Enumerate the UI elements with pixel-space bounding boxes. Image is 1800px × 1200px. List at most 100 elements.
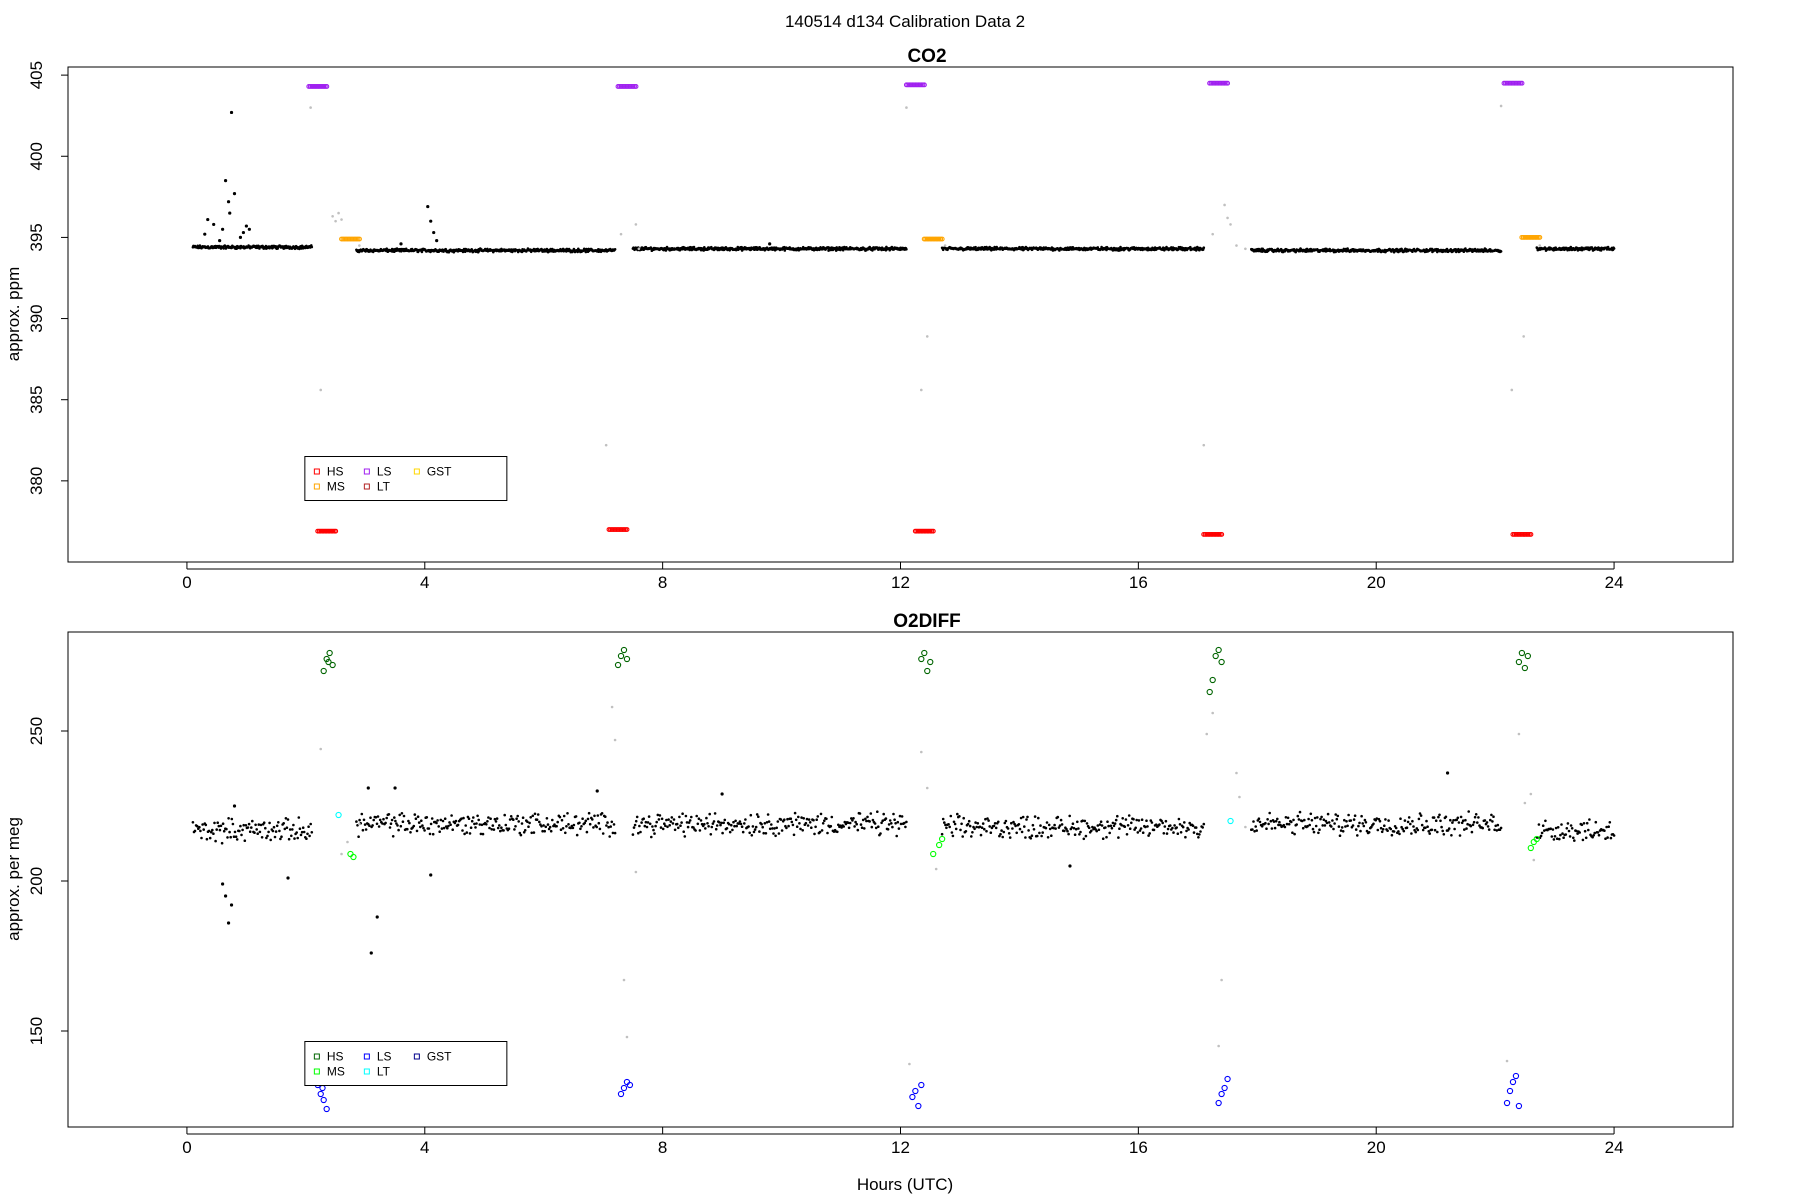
baseline-point bbox=[1551, 828, 1555, 831]
calibration-point-ls bbox=[633, 84, 639, 89]
baseline-point bbox=[983, 827, 986, 831]
legend-swatch bbox=[313, 1068, 320, 1075]
baseline-point bbox=[481, 832, 485, 836]
baseline-point bbox=[467, 817, 471, 820]
baseline-point bbox=[1565, 827, 1569, 830]
baseline-point bbox=[675, 822, 679, 826]
baseline-point bbox=[1023, 825, 1026, 828]
baseline-point bbox=[1343, 818, 1346, 822]
baseline-point bbox=[604, 815, 607, 818]
transition-point bbox=[1532, 858, 1536, 862]
baseline-point bbox=[892, 812, 895, 816]
calibration-point-ls bbox=[1519, 80, 1525, 86]
baseline-point bbox=[1357, 824, 1360, 828]
baseline-point bbox=[1008, 836, 1012, 839]
baseline-point bbox=[251, 819, 254, 823]
baseline-point bbox=[357, 835, 360, 838]
baseline-point bbox=[1145, 819, 1148, 822]
baseline-point bbox=[823, 819, 826, 822]
baseline-point bbox=[538, 820, 541, 824]
baseline-point bbox=[882, 812, 885, 816]
baseline-point bbox=[994, 826, 998, 830]
baseline-point bbox=[297, 816, 301, 819]
baseline-point bbox=[1612, 834, 1616, 837]
baseline-point bbox=[1356, 834, 1359, 837]
baseline-point bbox=[1481, 826, 1484, 830]
baseline-point bbox=[1044, 826, 1048, 830]
calibration-point-ls bbox=[617, 1090, 625, 1098]
baseline-point bbox=[944, 823, 947, 827]
baseline-point bbox=[1499, 826, 1503, 830]
baseline-point bbox=[642, 817, 645, 820]
baseline-point bbox=[671, 822, 675, 825]
baseline-point bbox=[687, 821, 691, 824]
x-tick-label: 12 bbox=[891, 573, 910, 592]
baseline-point bbox=[1296, 814, 1300, 818]
baseline-point bbox=[413, 813, 417, 816]
calibration-point-ls bbox=[1515, 1102, 1523, 1110]
y-tick-label: 395 bbox=[27, 223, 46, 251]
baseline-point bbox=[904, 825, 907, 829]
x-tick-label: 20 bbox=[1367, 1138, 1386, 1157]
transition-point bbox=[340, 218, 343, 221]
baseline-point bbox=[1125, 833, 1129, 836]
baseline-point bbox=[1001, 835, 1004, 839]
baseline-point bbox=[578, 821, 581, 825]
spike-point bbox=[226, 200, 231, 204]
baseline-point bbox=[1605, 825, 1608, 829]
baseline-point bbox=[1018, 827, 1022, 831]
baseline-point bbox=[705, 816, 708, 820]
baseline-point bbox=[1458, 834, 1462, 837]
legend-label: GST bbox=[427, 1050, 452, 1064]
baseline-point bbox=[486, 820, 489, 823]
baseline-point bbox=[735, 824, 738, 828]
baseline-point bbox=[1334, 813, 1337, 816]
baseline-point bbox=[1120, 823, 1123, 827]
calibration-point-ls bbox=[323, 1105, 330, 1113]
baseline-point bbox=[517, 820, 520, 823]
baseline-point bbox=[877, 825, 880, 828]
baseline-point bbox=[1029, 837, 1033, 840]
baseline-point bbox=[1121, 817, 1124, 820]
baseline-point bbox=[1012, 820, 1015, 824]
o2diff-x-axis-label: Hours (UTC) bbox=[857, 1175, 953, 1194]
baseline-point bbox=[1187, 828, 1190, 831]
baseline-point bbox=[1004, 819, 1008, 823]
transition-point bbox=[1235, 244, 1238, 247]
baseline-point bbox=[1091, 825, 1094, 829]
baseline-point bbox=[1285, 822, 1289, 826]
baseline-point bbox=[744, 818, 747, 821]
baseline-point bbox=[979, 833, 983, 837]
baseline-point bbox=[1278, 820, 1281, 824]
baseline-point bbox=[798, 822, 801, 825]
baseline-point bbox=[551, 818, 554, 822]
baseline-point bbox=[1095, 829, 1098, 833]
spike-point bbox=[226, 921, 231, 925]
baseline-point bbox=[235, 838, 239, 841]
baseline-point bbox=[287, 837, 291, 841]
baseline-point bbox=[1596, 831, 1600, 834]
baseline-point bbox=[682, 830, 685, 833]
baseline-point bbox=[541, 829, 544, 833]
calibration-point-ls bbox=[1509, 1078, 1517, 1086]
baseline-point bbox=[262, 821, 266, 824]
baseline-point bbox=[419, 825, 422, 829]
baseline-point bbox=[1487, 828, 1491, 831]
baseline-point bbox=[850, 817, 853, 820]
baseline-point bbox=[871, 818, 875, 822]
baseline-point bbox=[1594, 820, 1598, 824]
baseline-point bbox=[546, 823, 550, 826]
x-tick-label: 20 bbox=[1367, 573, 1386, 592]
baseline-point bbox=[1126, 824, 1130, 827]
baseline-point bbox=[254, 823, 257, 827]
baseline-point bbox=[1100, 824, 1104, 827]
baseline-point bbox=[611, 831, 615, 835]
spike-point bbox=[375, 915, 379, 919]
transition-point bbox=[1229, 223, 1232, 226]
calibration-point-ms bbox=[939, 236, 945, 242]
baseline-point bbox=[1172, 831, 1175, 834]
baseline-point bbox=[1065, 827, 1068, 831]
baseline-point bbox=[1154, 823, 1158, 826]
baseline-point bbox=[512, 818, 515, 821]
baseline-point bbox=[890, 822, 893, 825]
